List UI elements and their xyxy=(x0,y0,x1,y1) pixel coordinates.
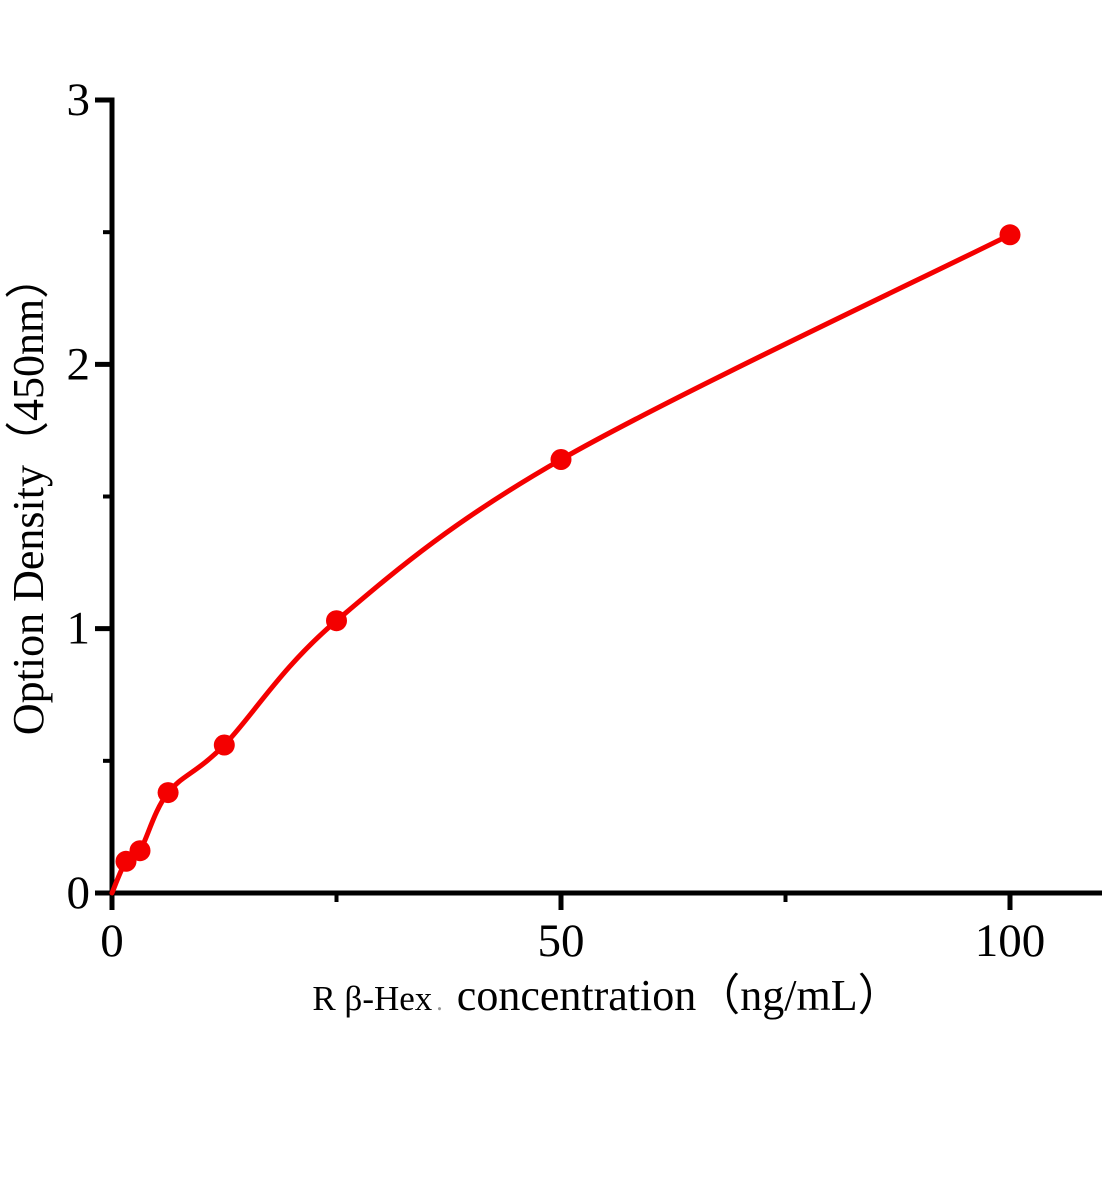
data-point xyxy=(999,224,1021,246)
data-point xyxy=(550,449,572,470)
y-tick-label: 2 xyxy=(67,338,91,390)
plot-layer xyxy=(109,224,1021,896)
x-tick-label: 0 xyxy=(100,915,124,967)
y-axis-title: Option Density（450nm） xyxy=(4,255,53,735)
data-point xyxy=(326,610,347,632)
fitted-curve xyxy=(109,232,1013,896)
x-axis-title-dot: . xyxy=(436,987,443,1016)
x-tick-label: 100 xyxy=(975,915,1046,967)
x-tick-label: 50 xyxy=(538,915,585,967)
data-point xyxy=(129,840,151,862)
axes-layer: 0 1 2 3 0 50 100 xyxy=(67,74,1102,967)
y-tick-label: 1 xyxy=(67,603,91,655)
data-point xyxy=(157,782,179,804)
data-point xyxy=(213,734,235,756)
y-tick-label: 3 xyxy=(67,74,91,126)
x-axis-title: R β-Hex. concentration（ng/mL） xyxy=(312,971,901,1020)
y-tick-label: 0 xyxy=(67,867,91,919)
x-axis-title-main: concentration（ng/mL） xyxy=(457,971,902,1020)
x-axis-title-prefix: R β-Hex xyxy=(312,979,432,1018)
